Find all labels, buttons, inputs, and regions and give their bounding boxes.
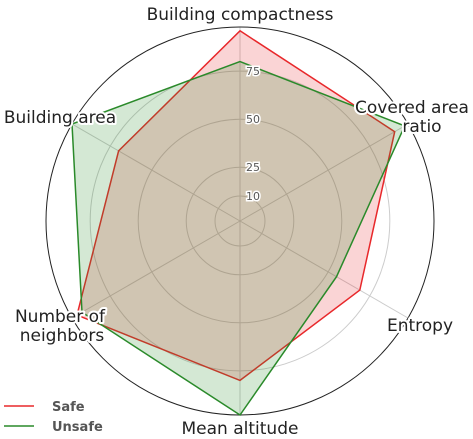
axis-label: Mean altitude	[182, 419, 299, 439]
axis-label-line: ratio	[402, 117, 441, 137]
spoke	[239, 123, 409, 222]
legend-label: Unsafe	[52, 420, 103, 435]
radar-area	[71, 60, 406, 417]
spoke	[71, 123, 241, 222]
spoke	[239, 220, 409, 319]
y-tick-label: 10	[246, 190, 260, 203]
axis-label-line: Number of	[15, 307, 106, 327]
axis-label: Building area	[4, 108, 116, 128]
axis-label-line: Entropy	[387, 316, 453, 336]
axis-label-line: neighbors	[20, 326, 105, 346]
axis-label-line: Mean altitude	[182, 419, 299, 439]
spoke	[71, 220, 241, 319]
axis-label: Covered area ratio	[355, 98, 469, 137]
axis-label-line: Building area	[4, 108, 116, 128]
y-tick-label: 75	[246, 65, 260, 78]
axis-label-line: Building compactness	[147, 5, 334, 25]
legend-label: Safe	[52, 400, 85, 415]
axis-label-line: Covered area	[355, 98, 469, 118]
radar-area	[76, 29, 396, 382]
axis-label: Building compactness	[147, 5, 334, 25]
y-tick-label: 25	[246, 161, 260, 174]
axis-label: Entropy	[387, 316, 453, 336]
axis-label: Number of neighbors	[15, 307, 106, 346]
y-tick-label: 50	[246, 113, 260, 126]
